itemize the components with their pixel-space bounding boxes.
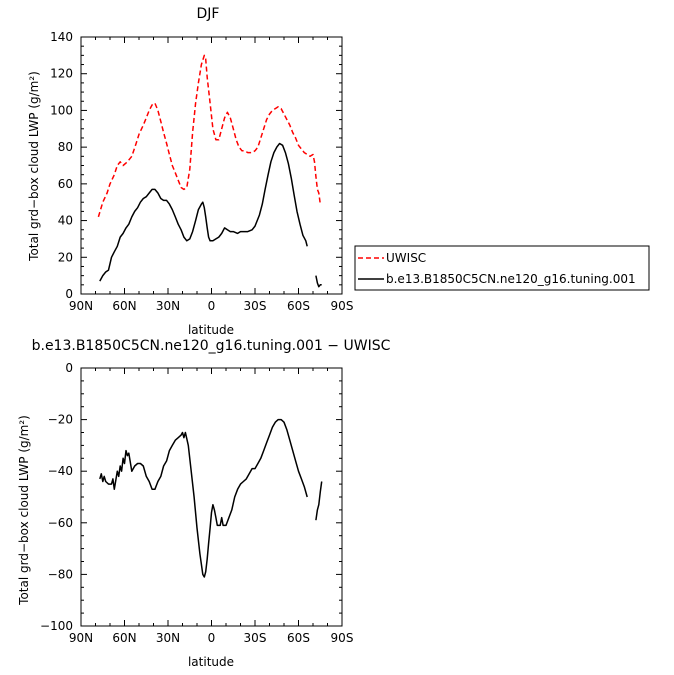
top-y-tick-label: 140 [50, 30, 73, 44]
bottom-y-tick-label: −60 [48, 516, 73, 530]
top-y-ticks: 0 20 40 60 80 100 120 140 [50, 30, 342, 301]
top-x-tick-label: 60N [112, 299, 136, 313]
bottom-x-tick-label: 90N [69, 631, 93, 645]
bottom-x-tick-label: 0 [208, 631, 216, 645]
top-y-tick-label: 120 [50, 67, 73, 81]
bottom-y-tick-label: 0 [65, 361, 73, 375]
bottom-x-tick-label: 60N [112, 631, 136, 645]
bottom-y-tick-label: −100 [40, 619, 73, 633]
top-series-group [97, 54, 322, 288]
top-series-line-1 [315, 275, 322, 288]
top-x-axis-label: latitude [188, 323, 234, 337]
top-x-tick-label: 60S [287, 299, 310, 313]
top-x-tick-label: 30S [244, 299, 267, 313]
top-y-tick-label: 0 [65, 287, 73, 301]
top-y-tick-label: 60 [58, 177, 73, 191]
bottom-series-group [99, 418, 323, 578]
top-x-tick-label: 90N [69, 299, 93, 313]
top-y-axis-label: Total grd−box cloud LWP (g/m²) [27, 71, 41, 262]
bottom-x-tick-label: 90S [331, 631, 354, 645]
top-x-tick-label: 0 [208, 299, 216, 313]
bottom-x-tick-label: 30N [156, 631, 180, 645]
bottom-x-tick-label: 30S [244, 631, 267, 645]
top-series-line-0 [97, 54, 322, 218]
top-x-tick-label: 90S [331, 299, 354, 313]
bottom-y-tick-label: −20 [48, 413, 73, 427]
top-x-ticks: 90N 60N 30N 0 30S 60S 90S [69, 37, 354, 313]
legend-box [354, 245, 650, 291]
bottom-y-tick-label: −40 [48, 464, 73, 478]
top-plot-frame [80, 36, 343, 295]
bottom-plot-frame [80, 367, 343, 627]
bottom-y-axis-label: Total grd−box cloud LWP (g/m²) [17, 415, 31, 606]
top-x-tick-label: 30N [156, 299, 180, 313]
top-y-tick-label: 100 [50, 103, 73, 117]
bottom-y-ticks: −100 −80 −60 −40 −20 0 [40, 361, 342, 633]
legend-label-uwisc: UWISC [386, 251, 426, 265]
bottom-panel: b.e13.B1850C5CN.ne120_g16.tuning.001 − U… [17, 338, 391, 669]
bottom-series-line-0 [99, 418, 308, 578]
bottom-series-line-0 [315, 481, 323, 521]
top-y-tick-label: 40 [58, 214, 73, 228]
top-chart-title: DJF [197, 6, 220, 22]
top-y-tick-label: 20 [58, 250, 73, 264]
bottom-x-ticks: 90N 60N 30N 0 30S 60S 90S [69, 368, 354, 645]
top-y-tick-label: 80 [58, 140, 73, 154]
top-panel: DJF 90N 60N 30N 0 30S 60S 90S 0 20 40 60 80 100 120 1… [27, 6, 650, 337]
bottom-x-tick-label: 60S [287, 631, 310, 645]
legend: UWISC b.e13.B1850C5CN.ne120_g16.tuning.0… [354, 245, 650, 291]
bottom-chart-title: b.e13.B1850C5CN.ne120_g16.tuning.001 − U… [32, 338, 391, 354]
bottom-x-axis-label: latitude [188, 655, 234, 669]
top-series-line-1 [99, 142, 308, 282]
bottom-y-tick-label: −80 [48, 567, 73, 581]
legend-label-model: b.e13.B1850C5CN.ne120_g16.tuning.001 [386, 272, 636, 286]
